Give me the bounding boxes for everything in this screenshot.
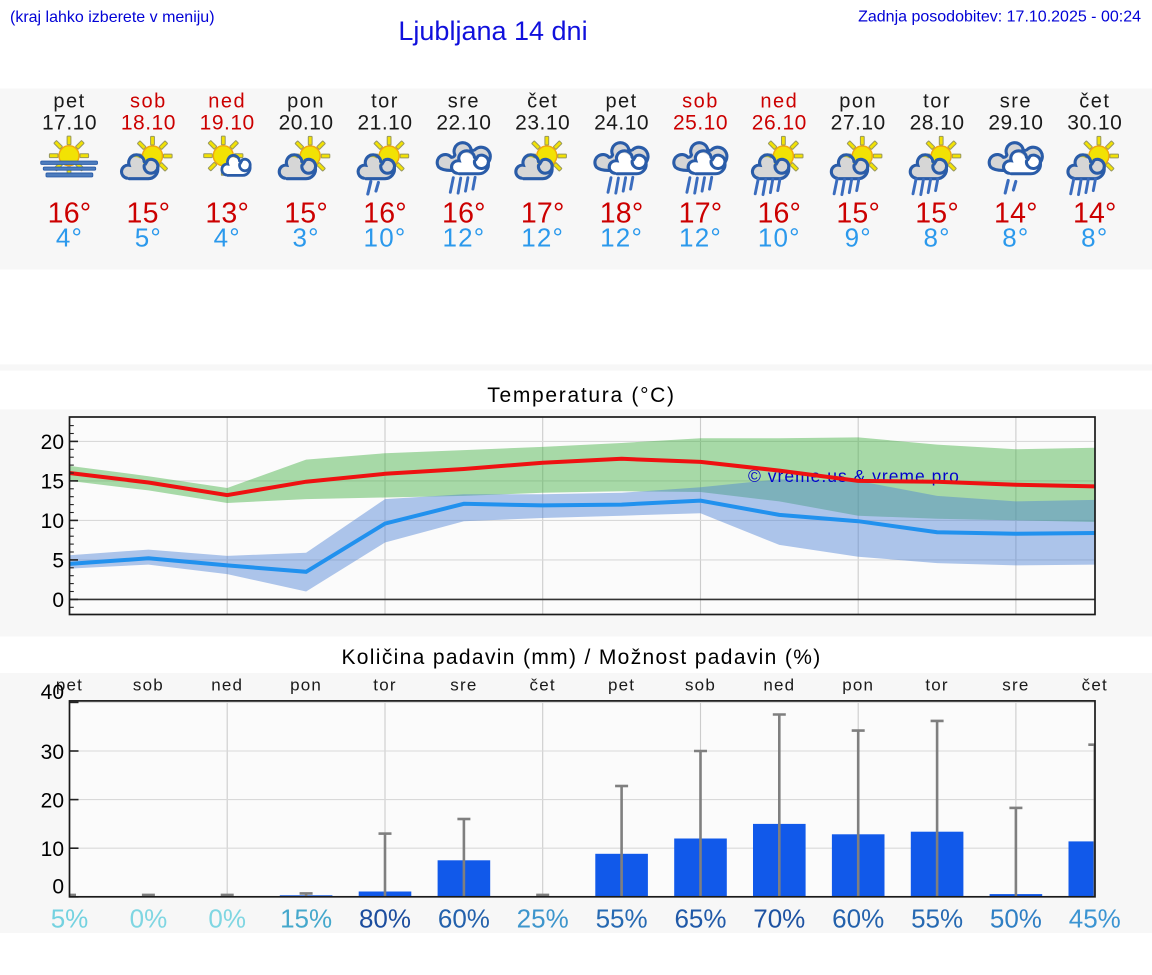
svg-text:55%: 55% bbox=[911, 904, 963, 934]
svg-text:17°: 17° bbox=[521, 198, 565, 230]
svg-text:16°: 16° bbox=[48, 198, 92, 230]
svg-text:80%: 80% bbox=[359, 904, 411, 934]
svg-text:5: 5 bbox=[52, 549, 64, 572]
svg-text:12°: 12° bbox=[679, 222, 722, 252]
svg-text:4°: 4° bbox=[214, 222, 241, 252]
svg-text:10°: 10° bbox=[758, 222, 801, 252]
svg-text:sre: sre bbox=[450, 676, 477, 695]
svg-text:8°: 8° bbox=[1081, 222, 1108, 252]
svg-text:30: 30 bbox=[41, 741, 64, 764]
svg-text:pon: pon bbox=[287, 90, 325, 112]
svg-text:(kraj lahko izberete v meniju): (kraj lahko izberete v meniju) bbox=[10, 9, 215, 26]
svg-text:30.10: 30.10 bbox=[1067, 112, 1122, 135]
svg-text:55%: 55% bbox=[596, 904, 648, 934]
svg-text:0%: 0% bbox=[130, 904, 168, 934]
svg-text:0: 0 bbox=[52, 876, 64, 899]
svg-text:pet: pet bbox=[56, 676, 83, 695]
svg-text:25.10: 25.10 bbox=[673, 112, 728, 135]
svg-text:20.10: 20.10 bbox=[279, 112, 334, 135]
svg-text:14°: 14° bbox=[1073, 198, 1117, 230]
svg-text:20: 20 bbox=[41, 431, 64, 454]
svg-text:12°: 12° bbox=[521, 222, 564, 252]
svg-text:ned: ned bbox=[211, 676, 243, 695]
svg-text:0%: 0% bbox=[208, 904, 246, 934]
svg-text:8°: 8° bbox=[923, 222, 950, 252]
svg-text:4°: 4° bbox=[56, 222, 83, 252]
svg-text:15°: 15° bbox=[836, 198, 880, 230]
svg-text:pon: pon bbox=[290, 676, 322, 695]
svg-text:17°: 17° bbox=[679, 198, 723, 230]
svg-text:15: 15 bbox=[41, 470, 64, 493]
svg-text:Ljubljana 14 dni: Ljubljana 14 dni bbox=[398, 16, 587, 46]
svg-text:sre: sre bbox=[1000, 90, 1032, 112]
svg-text:pon: pon bbox=[842, 676, 874, 695]
svg-text:tor: tor bbox=[373, 676, 396, 695]
svg-text:50%: 50% bbox=[990, 904, 1042, 934]
svg-text:ned: ned bbox=[763, 676, 795, 695]
svg-text:čet: čet bbox=[530, 676, 556, 695]
svg-text:10°: 10° bbox=[364, 222, 407, 252]
svg-text:Temperatura (°C): Temperatura (°C) bbox=[487, 384, 675, 407]
svg-text:60%: 60% bbox=[832, 904, 884, 934]
svg-text:22.10: 22.10 bbox=[436, 112, 491, 135]
svg-text:12°: 12° bbox=[442, 222, 485, 252]
svg-text:18°: 18° bbox=[600, 198, 644, 230]
svg-text:10: 10 bbox=[41, 838, 64, 861]
svg-text:tor: tor bbox=[923, 90, 951, 112]
svg-text:tor: tor bbox=[371, 90, 399, 112]
svg-text:21.10: 21.10 bbox=[357, 112, 412, 135]
svg-text:45%: 45% bbox=[1069, 904, 1121, 934]
svg-text:24.10: 24.10 bbox=[594, 112, 649, 135]
svg-text:20: 20 bbox=[41, 789, 64, 812]
svg-text:18.10: 18.10 bbox=[121, 112, 176, 135]
svg-text:pet: pet bbox=[605, 90, 637, 112]
svg-text:sob: sob bbox=[130, 90, 167, 112]
svg-text:27.10: 27.10 bbox=[831, 112, 886, 135]
svg-text:8°: 8° bbox=[1002, 222, 1029, 252]
svg-text:16°: 16° bbox=[757, 198, 801, 230]
svg-text:29.10: 29.10 bbox=[988, 112, 1043, 135]
svg-text:sre: sre bbox=[448, 90, 480, 112]
svg-text:ned: ned bbox=[208, 90, 246, 112]
svg-text:čet: čet bbox=[527, 90, 558, 112]
svg-text:10: 10 bbox=[41, 510, 64, 533]
svg-text:65%: 65% bbox=[674, 904, 726, 934]
svg-text:sob: sob bbox=[133, 676, 164, 695]
svg-text:čet: čet bbox=[1079, 90, 1110, 112]
svg-text:sob: sob bbox=[682, 90, 719, 112]
svg-text:60%: 60% bbox=[438, 904, 490, 934]
svg-text:70%: 70% bbox=[753, 904, 805, 934]
svg-text:16°: 16° bbox=[442, 198, 486, 230]
svg-text:15%: 15% bbox=[280, 904, 332, 934]
svg-text:15°: 15° bbox=[915, 198, 959, 230]
svg-text:15°: 15° bbox=[127, 198, 171, 230]
svg-text:14°: 14° bbox=[994, 198, 1038, 230]
svg-text:čet: čet bbox=[1082, 676, 1108, 695]
svg-text:26.10: 26.10 bbox=[752, 112, 807, 135]
svg-text:sre: sre bbox=[1002, 676, 1029, 695]
svg-text:0: 0 bbox=[52, 589, 64, 612]
svg-text:23.10: 23.10 bbox=[515, 112, 570, 135]
svg-text:9°: 9° bbox=[845, 222, 872, 252]
svg-text:40: 40 bbox=[41, 681, 64, 704]
svg-text:3°: 3° bbox=[292, 222, 319, 252]
svg-text:16°: 16° bbox=[363, 198, 407, 230]
svg-text:25%: 25% bbox=[517, 904, 569, 934]
svg-text:sob: sob bbox=[685, 676, 716, 695]
svg-text:28.10: 28.10 bbox=[910, 112, 965, 135]
svg-text:pet: pet bbox=[53, 90, 85, 112]
svg-text:ned: ned bbox=[760, 90, 798, 112]
svg-text:Zadnja posodobitev: 17.10.2025: Zadnja posodobitev: 17.10.2025 - 00:24 bbox=[858, 9, 1141, 26]
svg-text:19.10: 19.10 bbox=[200, 112, 255, 135]
svg-text:Količina padavin (mm) / Možnos: Količina padavin (mm) / Možnost padavin … bbox=[341, 646, 821, 669]
svg-text:pon: pon bbox=[839, 90, 877, 112]
svg-text:12°: 12° bbox=[600, 222, 643, 252]
svg-text:15°: 15° bbox=[284, 198, 328, 230]
svg-text:13°: 13° bbox=[205, 198, 249, 230]
svg-text:5°: 5° bbox=[135, 222, 162, 252]
svg-text:tor: tor bbox=[925, 676, 948, 695]
svg-text:5%: 5% bbox=[51, 904, 89, 934]
svg-text:17.10: 17.10 bbox=[42, 112, 97, 135]
svg-text:pet: pet bbox=[608, 676, 635, 695]
